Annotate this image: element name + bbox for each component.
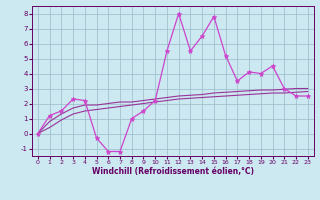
X-axis label: Windchill (Refroidissement éolien,°C): Windchill (Refroidissement éolien,°C) <box>92 167 254 176</box>
